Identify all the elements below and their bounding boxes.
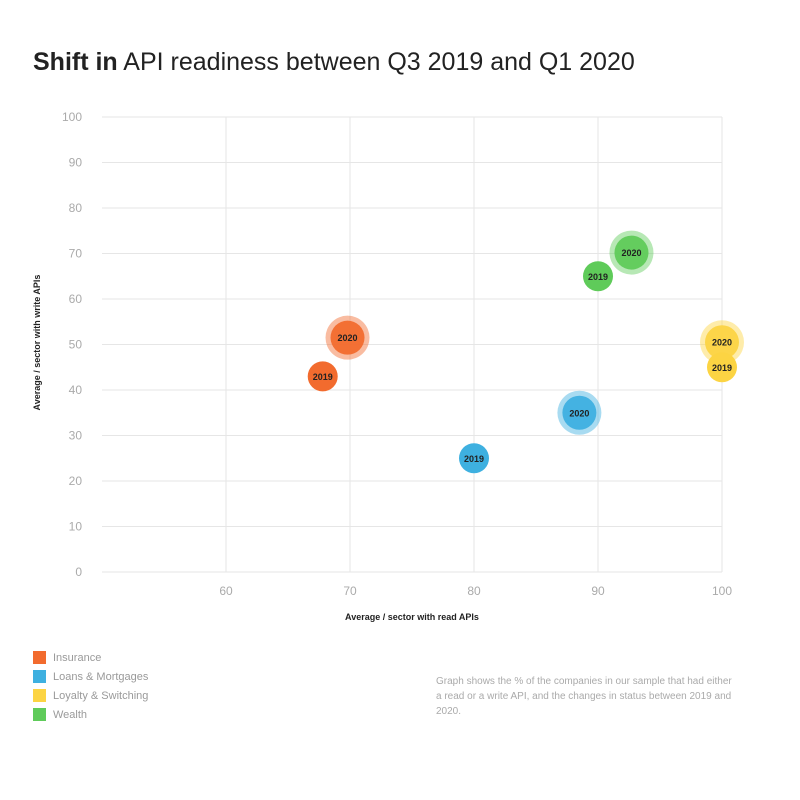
x-tick-label: 100 — [712, 584, 732, 598]
point-wealth-2020: 2020 — [609, 230, 654, 275]
legend-item: Loans & Mortgages — [33, 667, 148, 686]
y-tick-label: 50 — [69, 338, 83, 352]
y-tick-label: 80 — [69, 201, 83, 215]
x-tick-label: 80 — [467, 584, 481, 598]
point-marker — [307, 361, 338, 392]
y-tick-label: 40 — [69, 383, 83, 397]
point-label: 2020 — [338, 333, 358, 343]
title-bold: Shift in — [33, 48, 118, 76]
x-tick-label: 90 — [591, 584, 605, 598]
point-marker — [705, 325, 739, 360]
point-label: 2020 — [569, 408, 589, 418]
point-marker — [583, 261, 613, 292]
point-marker — [562, 395, 597, 430]
title-rest: API readiness between Q3 2019 and Q1 202… — [123, 48, 635, 76]
point-label: 2019 — [313, 372, 333, 382]
point-wealth-2019: 2019 — [583, 261, 613, 292]
tick-labels: 0 10 20 30 40 50 60 70 80 90 100 60 70 80 90 100 — [62, 110, 732, 598]
data-points: 2019 2020 2019 2020 2019 2020 2019 2020 — [307, 230, 744, 474]
legend-item: Loyalty & Switching — [33, 686, 148, 705]
y-tick-label: 20 — [69, 474, 83, 488]
legend-swatch — [33, 689, 46, 702]
y-axis-label: Average / sector with write APIs — [32, 275, 42, 411]
x-axis-label: Average / sector with read APIs — [345, 612, 479, 622]
legend: Insurance Loans & Mortgages Loyalty & Swit… — [33, 648, 148, 724]
point-loans-mortgages-2020: 2020 — [557, 390, 602, 435]
x-tick-label: 70 — [343, 584, 357, 598]
y-tick-label: 100 — [62, 110, 82, 124]
point-label: 2020 — [621, 248, 641, 258]
point-marker — [707, 352, 737, 383]
legend-swatch — [33, 708, 46, 721]
legend-swatch — [33, 651, 46, 664]
legend-label: Insurance — [53, 651, 102, 664]
legend-label: Loans & Mortgages — [53, 670, 149, 683]
legend-label: Loyalty & Switching — [53, 689, 149, 702]
y-tick-label: 60 — [69, 292, 83, 306]
y-tick-label: 0 — [75, 565, 82, 579]
y-tick-label: 70 — [69, 247, 83, 261]
legend-swatch — [33, 670, 46, 683]
chart-title: Shift in API readiness between Q3 2019 a… — [33, 48, 635, 77]
y-tick-label: 10 — [69, 520, 83, 534]
point-loans-mortgages-2019: 2019 — [459, 443, 489, 474]
point-label: 2019 — [712, 363, 732, 373]
point-label: 2019 — [464, 454, 484, 464]
point-marker — [459, 443, 489, 474]
point-loyalty-switching-2020: 2020 — [700, 320, 744, 365]
point-loyalty-switching-2019: 2019 — [707, 352, 737, 383]
legend-item: Wealth — [33, 705, 148, 724]
y-tick-label: 30 — [69, 429, 83, 443]
point-label: 2019 — [588, 272, 608, 282]
chart-note: Graph shows the % of the companies in ou… — [436, 676, 732, 717]
legend-label: Wealth — [53, 708, 88, 721]
point-label: 2020 — [712, 338, 732, 348]
point-insurance-2019: 2019 — [307, 361, 338, 392]
point-marker — [330, 320, 365, 355]
point-insurance-2020: 2020 — [325, 315, 370, 360]
point-marker — [614, 235, 649, 270]
grid — [102, 116, 723, 573]
legend-item: Insurance — [33, 648, 148, 667]
x-tick-label: 60 — [219, 584, 233, 598]
y-tick-label: 90 — [69, 156, 83, 170]
